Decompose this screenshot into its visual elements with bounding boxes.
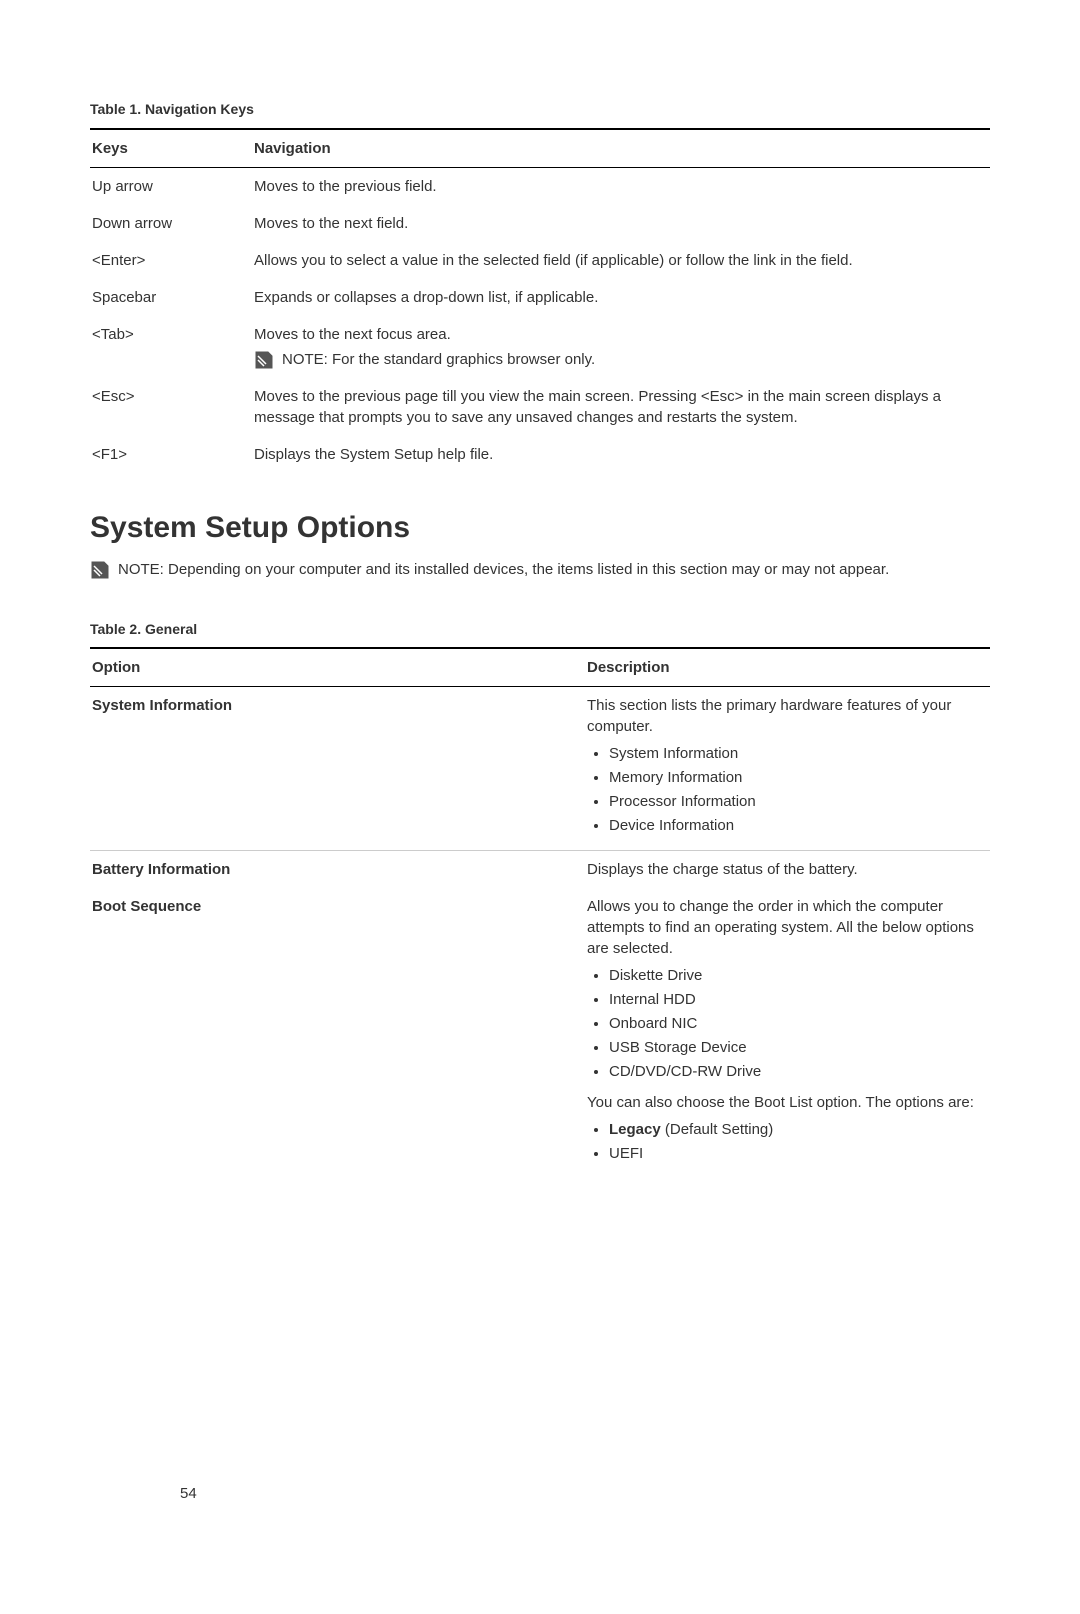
list-item: Memory Information: [609, 767, 984, 788]
legacy-label: Legacy: [609, 1121, 661, 1138]
page-number: 54: [180, 1483, 197, 1504]
key-cell: <Tab>: [90, 316, 252, 378]
key-cell: <F1>: [90, 436, 252, 473]
table-row: Up arrow Moves to the previous field.: [90, 167, 990, 205]
nav-cell: Displays the System Setup help file.: [252, 436, 990, 473]
sub-paragraph: You can also choose the Boot List option…: [587, 1092, 984, 1113]
table2-header-description: Description: [585, 648, 990, 687]
list-item: CD/DVD/CD-RW Drive: [609, 1061, 984, 1082]
table-row: <Esc> Moves to the previous page till yo…: [90, 378, 990, 436]
list-item: UEFI: [609, 1143, 984, 1164]
table1-caption: Table 1. Navigation Keys: [90, 100, 990, 120]
note-icon: [90, 560, 110, 580]
table-row: Boot Sequence Allows you to change the o…: [90, 888, 990, 1178]
legacy-rest: (Default Setting): [661, 1121, 774, 1138]
table2-header-option: Option: [90, 648, 585, 687]
table-row: Spacebar Expands or collapses a drop-dow…: [90, 279, 990, 316]
table-row: Down arrow Moves to the next field.: [90, 205, 990, 242]
bullet-list: System Information Memory Information Pr…: [587, 743, 984, 836]
list-item: Onboard NIC: [609, 1013, 984, 1034]
list-item: Internal HDD: [609, 989, 984, 1010]
table-row: System Information This section lists th…: [90, 687, 990, 851]
desc-text: Allows you to change the order in which …: [587, 898, 974, 957]
list-item: USB Storage Device: [609, 1037, 984, 1058]
option-boot-sequence: Boot Sequence: [92, 898, 201, 915]
note-label: NOTE:: [118, 561, 164, 578]
table1-header-keys: Keys: [90, 129, 252, 168]
nav-cell: Allows you to select a value in the sele…: [252, 242, 990, 279]
list-item: System Information: [609, 743, 984, 764]
nav-cell: Moves to the next field.: [252, 205, 990, 242]
note-label: NOTE:: [282, 351, 328, 368]
table2-caption: Table 2. General: [90, 620, 990, 640]
nav-text: Moves to the next focus area.: [254, 326, 451, 343]
note-text: NOTE: Depending on your computer and its…: [118, 559, 990, 580]
nav-cell: Moves to the previous page till you view…: [252, 378, 990, 436]
page-heading: System Setup Options: [90, 507, 990, 549]
desc-text: This section lists the primary hardware …: [587, 697, 951, 735]
nav-cell: Expands or collapses a drop-down list, i…: [252, 279, 990, 316]
section-note: NOTE: Depending on your computer and its…: [90, 559, 990, 580]
key-cell: Up arrow: [90, 167, 252, 205]
nav-cell: Moves to the previous field.: [252, 167, 990, 205]
table-row: <F1> Displays the System Setup help file…: [90, 436, 990, 473]
table1-header-navigation: Navigation: [252, 129, 990, 168]
note-icon: [254, 350, 274, 370]
key-cell: <Enter>: [90, 242, 252, 279]
key-cell: Spacebar: [90, 279, 252, 316]
list-item: Device Information: [609, 815, 984, 836]
option-battery-information: Battery Information: [92, 861, 230, 878]
list-item: Processor Information: [609, 791, 984, 812]
bullet-list: Legacy (Default Setting) UEFI: [587, 1119, 984, 1164]
note-body: Depending on your computer and its insta…: [168, 561, 889, 578]
note-text: NOTE: For the standard graphics browser …: [282, 349, 984, 370]
option-system-information: System Information: [92, 697, 232, 714]
table-navigation-keys: Keys Navigation Up arrow Moves to the pr…: [90, 128, 990, 473]
table-row: <Tab> Moves to the next focus area. NOTE…: [90, 316, 990, 378]
list-item: Diskette Drive: [609, 965, 984, 986]
table-general: Option Description System Information Th…: [90, 647, 990, 1178]
table-row: <Enter> Allows you to select a value in …: [90, 242, 990, 279]
bullet-list: Diskette Drive Internal HDD Onboard NIC …: [587, 965, 984, 1082]
list-item: Legacy (Default Setting): [609, 1119, 984, 1140]
table-row: Battery Information Displays the charge …: [90, 851, 990, 889]
nav-cell: Moves to the next focus area. NOTE: For …: [252, 316, 990, 378]
key-cell: Down arrow: [90, 205, 252, 242]
note-row: NOTE: For the standard graphics browser …: [254, 349, 984, 370]
note-body: For the standard graphics browser only.: [332, 351, 595, 368]
desc-text: Displays the charge status of the batter…: [585, 851, 990, 889]
key-cell: <Esc>: [90, 378, 252, 436]
